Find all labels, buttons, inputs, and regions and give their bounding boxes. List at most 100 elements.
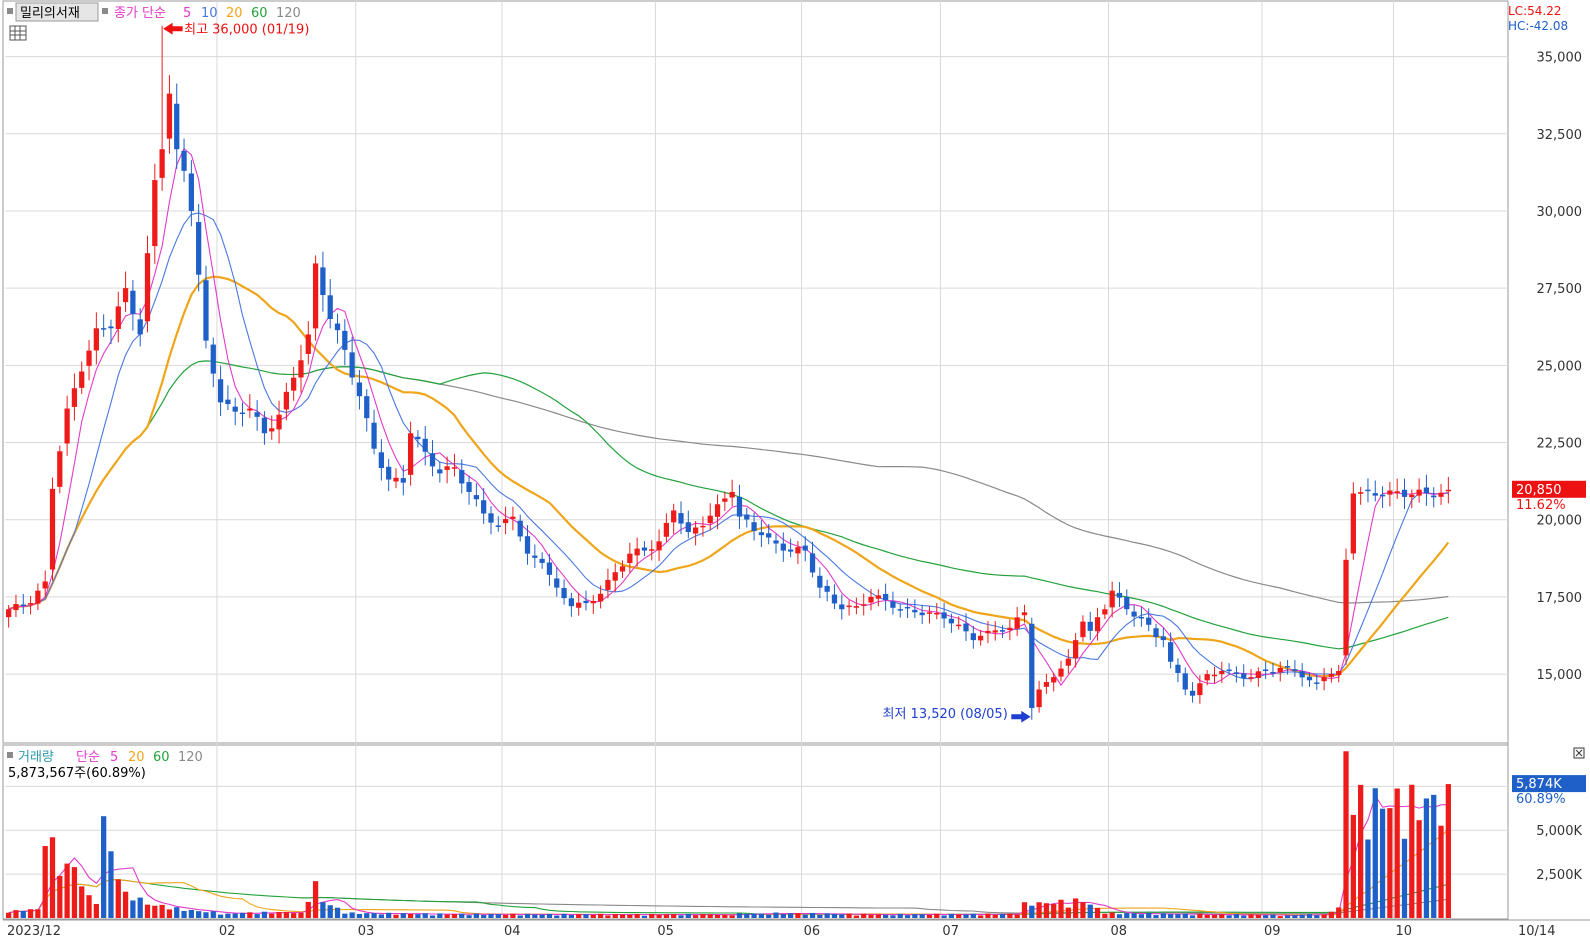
volume-bar <box>1306 914 1313 918</box>
volume-bar <box>451 914 458 918</box>
panel-toggle-icon[interactable] <box>7 8 13 14</box>
candle-body <box>597 593 604 602</box>
volume-bar <box>35 909 41 918</box>
ma20-label[interactable]: 20 <box>226 6 243 21</box>
volume-bar <box>956 914 962 918</box>
volume-bar <box>1043 903 1050 918</box>
candle-body <box>49 488 56 570</box>
volume-bar <box>656 914 662 918</box>
volume-bar <box>415 914 421 918</box>
candle-body <box>1409 494 1415 498</box>
candle-body <box>985 630 991 634</box>
candle-body <box>1146 617 1152 625</box>
candle-body <box>495 525 501 527</box>
candle-body <box>919 612 925 616</box>
volume-bar <box>1219 914 1225 918</box>
volume-bar <box>861 913 867 918</box>
candle-body <box>751 522 757 532</box>
candle-body <box>415 436 421 440</box>
volume-bar <box>502 914 509 918</box>
candle-body <box>1277 667 1283 673</box>
volume-title[interactable]: 거래량 <box>18 750 54 765</box>
price-indicator-label[interactable]: 종가 단순 <box>114 6 166 21</box>
volume-bar <box>1350 814 1356 918</box>
volume-bar <box>261 911 268 918</box>
candle-body <box>714 504 721 517</box>
volume-bar <box>86 895 92 918</box>
volume-bar <box>692 915 699 918</box>
candle-body <box>1182 673 1188 690</box>
date-tick-label: 10 <box>1396 924 1413 939</box>
volume-bar <box>1102 913 1108 918</box>
candle-body <box>1431 495 1437 498</box>
volume-bar <box>393 914 399 918</box>
candle-body <box>298 360 304 378</box>
candle-body <box>1343 559 1349 656</box>
candle-body <box>524 536 531 554</box>
ma120-label[interactable]: 120 <box>276 6 301 21</box>
volume-bar <box>481 914 487 918</box>
volume-bar <box>152 905 158 918</box>
candle-body <box>1423 487 1430 494</box>
volume-bar <box>488 913 494 918</box>
candle-body <box>261 417 268 434</box>
volume-bar <box>802 914 808 918</box>
close-panel-icon[interactable] <box>1573 747 1585 759</box>
ma5-label[interactable]: 5 <box>183 6 191 21</box>
candle-body <box>1007 627 1013 631</box>
current-price-change: 11.62% <box>1516 498 1566 513</box>
vol-ma5-label[interactable]: 5 <box>110 750 118 765</box>
volume-bar <box>970 913 976 918</box>
candle-body <box>1175 664 1181 673</box>
volume-bar <box>992 914 998 918</box>
volume-bar <box>926 914 933 918</box>
table-icon[interactable] <box>9 25 27 41</box>
volume-bar <box>356 913 363 918</box>
volume-bar <box>1277 916 1283 918</box>
candle-body <box>71 388 78 407</box>
volume-bar <box>1372 788 1378 918</box>
price-tick-label: 35,000 <box>1537 51 1583 66</box>
candle-body <box>839 604 845 610</box>
volume-bar <box>13 910 19 918</box>
volume-panel-toggle-icon[interactable] <box>7 752 13 758</box>
candle-body <box>678 513 684 524</box>
volume-bar <box>1409 784 1415 918</box>
date-tick-label: 09 <box>1264 924 1281 939</box>
volume-bar <box>1189 915 1196 918</box>
candle-body <box>42 581 48 589</box>
date-tick-label: 2023/12 <box>7 924 61 939</box>
volume-bar <box>1094 907 1101 918</box>
price-tick-label: 27,500 <box>1537 282 1583 297</box>
candle-body <box>1153 628 1159 638</box>
candle-body <box>327 295 333 320</box>
ma60-label[interactable]: 60 <box>251 6 268 21</box>
volume-bar <box>174 907 180 918</box>
candle-body <box>868 596 874 603</box>
volume-indicator-label[interactable]: 단순 <box>76 750 100 765</box>
candle-body <box>174 103 180 150</box>
volume-bar <box>232 913 238 918</box>
candle-body <box>1365 489 1371 492</box>
ma20-line <box>8 275 1450 678</box>
volume-bar <box>1080 902 1086 918</box>
ma120-line <box>300 366 1449 604</box>
volume-bar <box>466 915 472 918</box>
vol-ma20-label[interactable]: 20 <box>128 750 145 765</box>
candle-body <box>758 532 765 536</box>
stock-name-box[interactable] <box>15 2 99 22</box>
volume-bar <box>722 914 728 918</box>
volume-bar <box>1248 914 1254 918</box>
indicator-toggle-icon[interactable] <box>102 8 108 14</box>
volume-bar <box>1241 915 1247 918</box>
candle-body <box>546 562 553 575</box>
candle-body <box>429 453 436 467</box>
volume-bar <box>57 875 63 918</box>
volume-tick-label: 5,000K <box>1536 824 1582 839</box>
volume-bar <box>1124 913 1130 918</box>
vol-ma120-label[interactable]: 120 <box>178 750 203 765</box>
candle-body <box>283 391 289 410</box>
ma10-label[interactable]: 10 <box>201 6 218 21</box>
vol-ma60-label[interactable]: 60 <box>153 750 170 765</box>
volume-bar <box>568 914 575 918</box>
